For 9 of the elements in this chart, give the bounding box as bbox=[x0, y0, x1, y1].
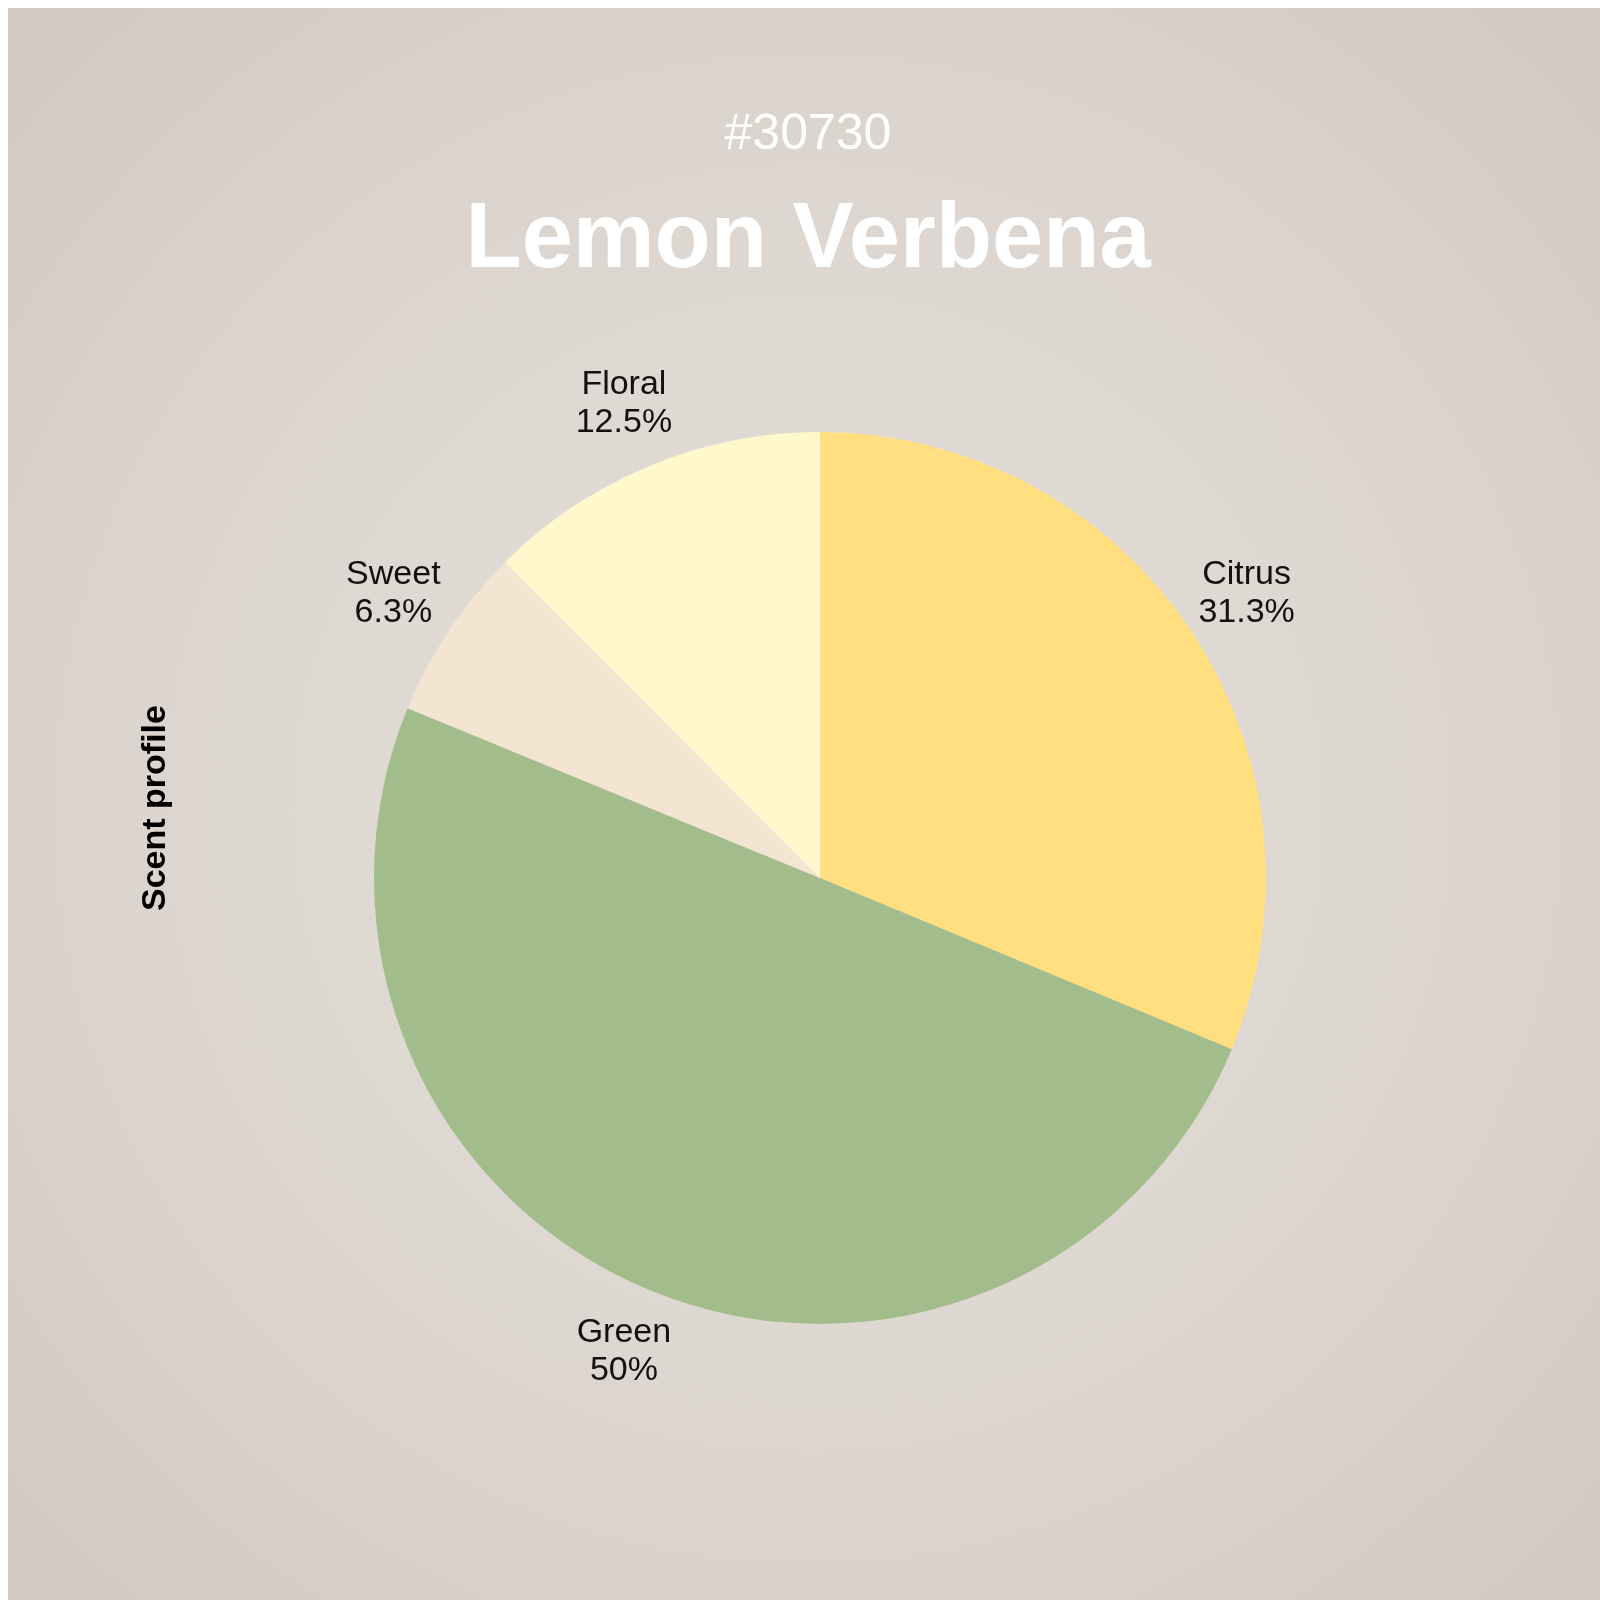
data-label: 6.3% bbox=[354, 590, 433, 629]
data-label: 12.5% bbox=[575, 401, 673, 440]
text: Scent profile bbox=[133, 705, 173, 911]
slice-label: Citrus bbox=[1202, 552, 1292, 591]
slice-label: Floral bbox=[581, 363, 667, 402]
data-label: 50% bbox=[589, 1349, 658, 1388]
data-label: 31.3% bbox=[1198, 590, 1295, 629]
slice-label: Sweet bbox=[346, 552, 442, 591]
slice-label: Green bbox=[576, 1311, 672, 1350]
